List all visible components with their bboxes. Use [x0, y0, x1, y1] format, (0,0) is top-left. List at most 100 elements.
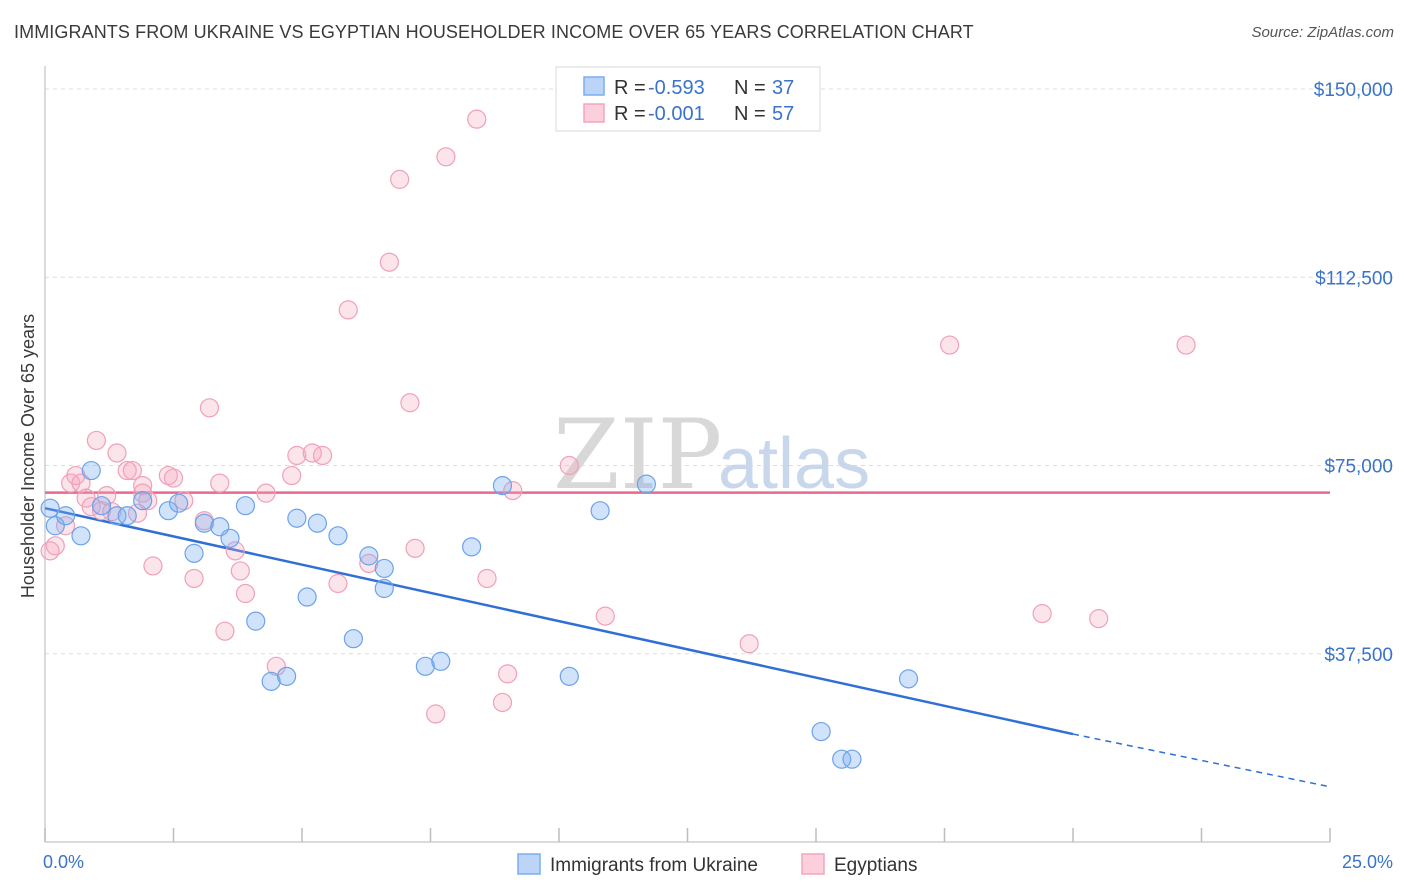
point-egyptians: [107, 443, 127, 463]
point-ukraine: [71, 526, 91, 546]
point-egyptians: [225, 541, 245, 561]
bottom-legend-swatch-egyptians: [801, 853, 825, 875]
point-egyptians: [328, 573, 348, 594]
point-ukraine: [287, 508, 307, 528]
point-egyptians: [338, 300, 358, 320]
chart-source: Source: ZipAtlas.com: [1251, 24, 1394, 41]
legend-n-label-egyptians: N =: [734, 103, 766, 125]
trend-lines: [44, 491, 1331, 788]
point-egyptians: [492, 692, 513, 713]
point-ukraine: [55, 506, 76, 526]
bottom-legend-label-egyptians: Egyptians: [834, 855, 917, 876]
point-egyptians: [436, 147, 456, 167]
watermark-zip: ZIP: [553, 399, 722, 511]
bottom-legend-label-ukraine: Immigrants from Ukraine: [550, 855, 758, 876]
point-egyptians: [117, 460, 137, 481]
point-ukraine: [246, 611, 266, 631]
point-ukraine: [492, 475, 513, 496]
legend-n-value-egyptians: 57: [772, 103, 794, 125]
point-egyptians: [400, 393, 420, 413]
point-egyptians: [215, 621, 235, 641]
point-ukraine: [842, 749, 862, 769]
point-egyptians: [940, 335, 960, 355]
point-egyptians: [199, 398, 220, 418]
point-ukraine: [235, 496, 256, 516]
point-ukraine: [374, 558, 394, 579]
point-egyptians: [1089, 609, 1109, 629]
point-ukraine: [133, 491, 153, 511]
point-egyptians: [426, 704, 446, 724]
legend-n-value-ukraine: 37: [772, 77, 794, 99]
point-egyptians: [163, 468, 184, 488]
point-egyptians: [143, 556, 163, 576]
point-egyptians: [230, 561, 250, 581]
point-egyptians: [282, 465, 302, 486]
point-egyptians: [498, 664, 518, 684]
point-ukraine: [107, 506, 127, 526]
legend-box: R = -0.593 N = 37 R = -0.001 N = 57: [555, 66, 821, 132]
point-egyptians: [81, 497, 101, 517]
point-egyptians: [287, 445, 307, 466]
point-egyptians: [1176, 335, 1196, 355]
point-ukraine: [559, 666, 579, 686]
watermark-atlas: atlas: [718, 424, 870, 504]
y-tick-label: $75,000: [1324, 457, 1393, 478]
y-axis-label: Householder Income Over 65 years: [18, 314, 38, 598]
point-egyptians: [467, 109, 487, 129]
point-ukraine: [117, 506, 137, 526]
point-egyptians: [359, 553, 379, 574]
point-egyptians: [158, 465, 178, 486]
point-egyptians: [595, 606, 615, 626]
point-ukraine: [40, 498, 60, 518]
axes: [44, 66, 1331, 843]
point-ukraine: [261, 671, 281, 691]
point-ukraine: [220, 528, 240, 548]
point-egyptians: [45, 536, 65, 556]
point-egyptians: [71, 473, 91, 493]
y-tick-label: $150,000: [1314, 80, 1393, 101]
point-ukraine: [462, 537, 482, 557]
point-egyptians: [133, 475, 153, 496]
point-ukraine: [307, 513, 328, 533]
point-ukraine: [636, 474, 656, 494]
point-ukraine: [374, 578, 394, 599]
point-ukraine: [832, 749, 852, 769]
tick-labels: $150,000 $112,500 $75,000 $37,500 0.0% 25.0%: [43, 80, 1393, 872]
point-egyptians: [91, 501, 112, 521]
point-egyptians: [405, 538, 425, 558]
point-egyptians: [312, 445, 333, 466]
legend-n-label-ukraine: N =: [734, 77, 766, 99]
trend-line-ukraine: [44, 506, 1074, 736]
point-egyptians: [122, 460, 142, 481]
y-tick-label: $37,500: [1324, 645, 1393, 666]
point-ukraine: [158, 501, 178, 521]
point-ukraine: [898, 669, 919, 689]
trend-line-ukraine-extension: [1072, 733, 1331, 788]
point-egyptians: [235, 583, 256, 604]
point-ukraine: [297, 587, 317, 607]
point-ukraine: [194, 513, 214, 533]
point-egyptians: [379, 252, 399, 272]
point-egyptians: [559, 455, 579, 476]
legend-swatch-ukraine: [583, 76, 605, 96]
point-egyptians: [739, 634, 759, 654]
point-egyptians: [184, 568, 204, 589]
point-ukraine: [343, 629, 363, 649]
x-tick-label: 0.0%: [43, 852, 84, 872]
bottom-legend: Immigrants from Ukraine Egyptians: [517, 853, 917, 876]
legend-r-value-egyptians: -0.001: [648, 103, 705, 125]
chart-title: IMMIGRANTS FROM UKRAINE VS EGYPTIAN HOUS…: [14, 22, 974, 42]
point-egyptians: [86, 430, 107, 451]
point-ukraine: [359, 546, 379, 566]
point-ukraine: [91, 496, 112, 516]
legend-r-label-egyptians: R =: [614, 103, 646, 125]
point-ukraine: [431, 651, 451, 671]
point-ukraine: [811, 721, 831, 742]
point-egyptians: [138, 491, 158, 511]
legend-swatch-egyptians: [583, 103, 605, 123]
x-tick-label: 25.0%: [1342, 852, 1393, 872]
point-egyptians: [174, 491, 194, 511]
point-ukraine: [81, 460, 101, 481]
point-ukraine: [169, 493, 189, 513]
point-ukraine: [45, 516, 65, 536]
